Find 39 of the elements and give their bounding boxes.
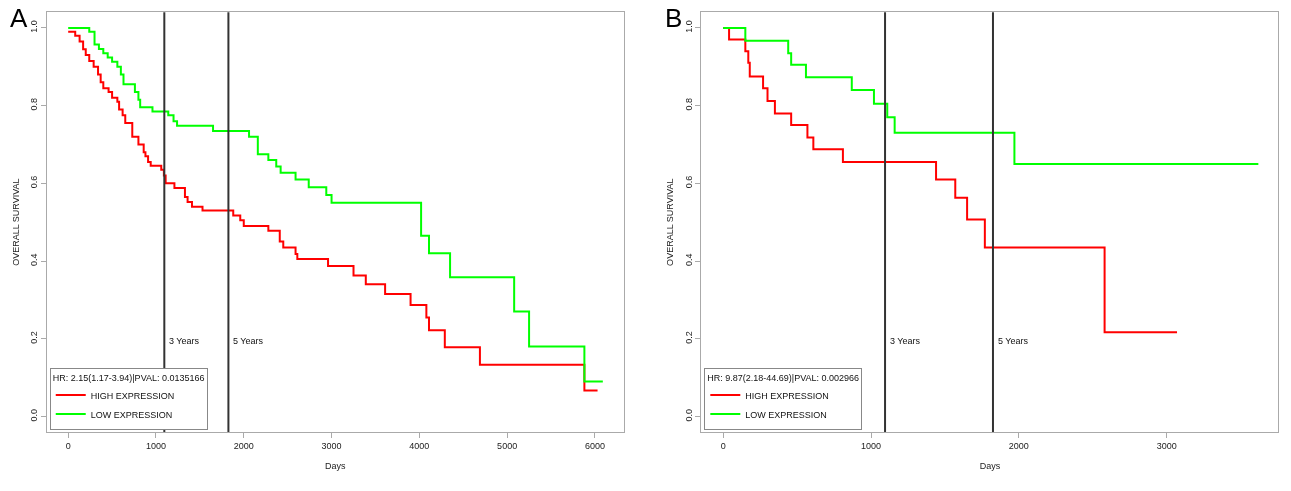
y-tick-label: 0.6 <box>683 175 694 189</box>
x-tick-label: 1000 <box>860 440 882 451</box>
y-tick-label: 1.0 <box>29 20 40 33</box>
ref-line-label: 5 Years <box>233 336 264 346</box>
x-tick-label: 5000 <box>497 440 518 451</box>
x-tick-label: 3000 <box>321 440 342 451</box>
y-tick-label: 0.4 <box>683 253 694 266</box>
legend-label: LOW EXPRESSION <box>90 409 173 420</box>
x-axis-title: Days <box>325 460 347 471</box>
x-tick-label: 3000 <box>1156 440 1177 451</box>
ref-line-label: 3 Years <box>890 336 921 346</box>
y-axis-title: OVERALL SURVIVAL <box>10 178 21 266</box>
legend-label: HIGH EXPRESSION <box>90 390 175 401</box>
legend-label: HIGH EXPRESSION <box>745 390 829 401</box>
x-tick-label: 0 <box>720 440 726 451</box>
chart-title: B <box>665 3 683 33</box>
y-axis-title: OVERALL SURVIVAL <box>665 178 676 266</box>
legend-title: HR: 9.87(2.18-44.69)|PVAL: 0.002966 <box>707 372 860 383</box>
x-tick-label: 2000 <box>1008 440 1029 451</box>
chart-title: A <box>10 3 28 33</box>
x-axis-title: Days <box>979 460 1001 471</box>
y-tick-label: 0.8 <box>683 98 694 111</box>
legend-title: HR: 2.15(1.17-3.94)|PVAL: 0.0135166 <box>52 372 205 383</box>
y-tick-label: 0.2 <box>29 331 40 344</box>
x-tick-label: 6000 <box>584 440 605 451</box>
ref-line-label: 5 Years <box>998 336 1029 346</box>
x-tick-label: 2000 <box>233 440 254 451</box>
x-tick-label: 1000 <box>145 440 166 451</box>
y-tick-label: 1.0 <box>683 20 694 33</box>
y-tick-label: 0.0 <box>683 408 694 422</box>
y-tick-label: 0.6 <box>29 175 40 189</box>
y-tick-label: 0.8 <box>29 98 40 111</box>
y-tick-label: 0.2 <box>683 331 694 344</box>
ref-line-label: 3 Years <box>169 336 200 346</box>
x-tick-label: 4000 <box>409 440 430 451</box>
legend-label: LOW EXPRESSION <box>745 409 827 420</box>
y-tick-label: 0.4 <box>29 253 40 266</box>
y-tick-label: 0.0 <box>29 408 40 422</box>
x-tick-label: 0 <box>65 440 71 451</box>
